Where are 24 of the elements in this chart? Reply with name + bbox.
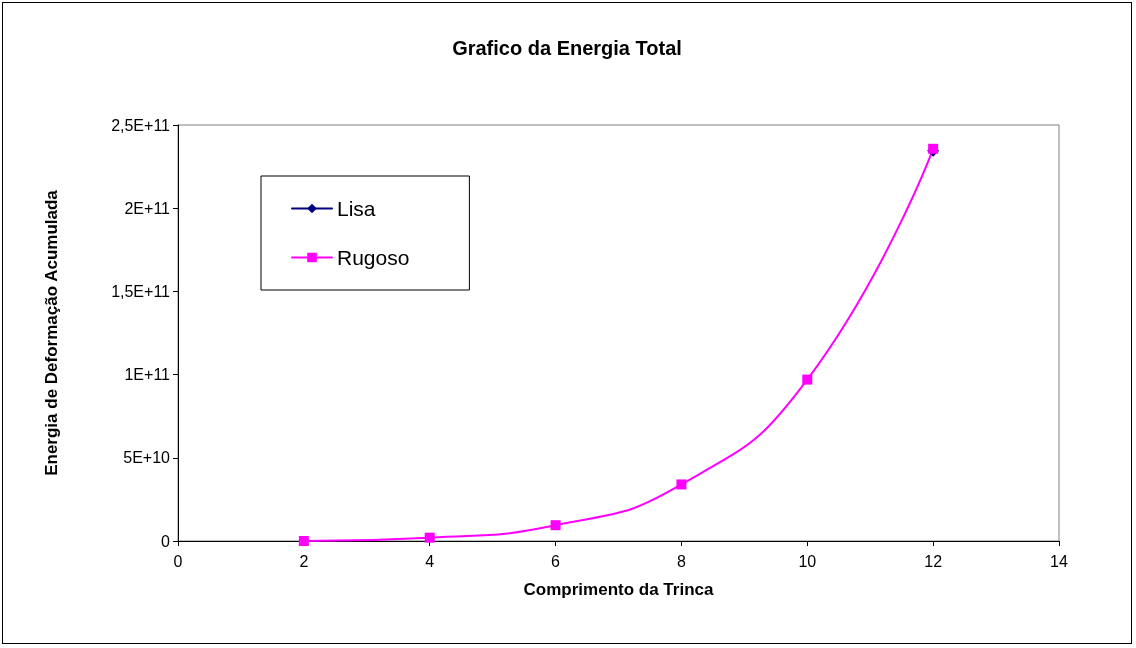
point: [550, 520, 561, 531]
x-tick-label: 6: [551, 552, 561, 570]
y-tick-label: 0: [161, 532, 171, 550]
x-tick-label: 12: [924, 552, 943, 570]
y-tick-label: 1E+11: [124, 366, 171, 384]
x-tick-label: 4: [425, 552, 435, 570]
legend-label: Lisa: [337, 197, 376, 220]
y-tick-label: 2,5E+11: [111, 116, 171, 134]
point: [676, 479, 687, 490]
y-axis-title: Energia de Deformação Acumulada: [42, 189, 61, 476]
y-tick-label: 2E+11: [124, 199, 171, 217]
x-tick-label: 14: [1050, 552, 1068, 570]
x-tick-label: 0: [173, 552, 183, 570]
x-tick-label: 10: [798, 552, 817, 570]
point: [298, 536, 309, 546]
legend-label: Rugoso: [337, 246, 410, 269]
y-tick-label: 5E+10: [123, 449, 171, 467]
point: [424, 532, 435, 543]
x-tick-label: 8: [676, 552, 686, 570]
x-tick-label: 2: [299, 552, 309, 570]
y-tick-label: 1,5E+11: [111, 282, 171, 300]
point: [802, 374, 813, 385]
x-axis-title: Comprimento da Trinca: [523, 580, 714, 599]
chart-title: Grafico da Energia Total: [452, 37, 682, 59]
